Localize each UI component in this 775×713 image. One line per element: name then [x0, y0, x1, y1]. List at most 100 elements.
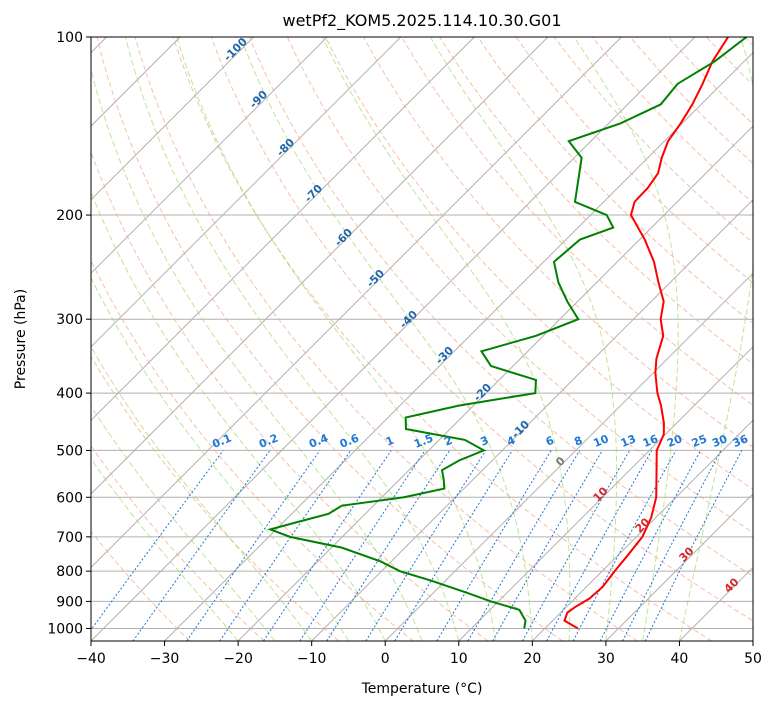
x-tick-label: 0 [381, 651, 390, 667]
mixing-ratio-line [546, 450, 653, 641]
isotherm-gridline [91, 37, 549, 495]
mixing-ratio-line [132, 450, 271, 641]
x-tick-label: 50 [744, 651, 762, 667]
moist-adiabat [240, 37, 533, 641]
moist-adiabat [91, 276, 349, 641]
dry-adiabat [325, 37, 753, 490]
dry-adiabat [96, 37, 563, 641]
dry-adiabat [515, 37, 753, 284]
mixing-ratio-label: 36 [731, 432, 750, 450]
mixing-ratio-label: 16 [641, 432, 660, 450]
y-tick-label: 600 [56, 490, 83, 506]
mixing-ratio-line [436, 450, 552, 641]
plot-area [91, 37, 753, 641]
dry-adiabat [591, 37, 753, 204]
mixing-ratio-label: 13 [619, 432, 638, 450]
y-tick-label: 900 [56, 594, 83, 610]
moist-adiabat [322, 37, 571, 641]
y-tick-label: 300 [56, 312, 83, 328]
mixing-ratio-label: 10 [592, 432, 611, 450]
mixing-ratio-label: 20 [665, 432, 684, 450]
dry-adiabat [286, 37, 753, 534]
dewpoint-profile-line [267, 37, 748, 629]
x-tick-label: 20 [523, 651, 541, 667]
isotherm-gridline [458, 346, 753, 641]
moist-adiabat [91, 405, 276, 641]
isotherm-gridline [237, 125, 753, 641]
dry-adiabat [744, 37, 753, 47]
moist-adiabat [573, 37, 679, 641]
x-tick-label: −10 [297, 651, 327, 667]
dry-adiabat-label: -80 [274, 136, 297, 159]
isotherm-gridline [531, 419, 753, 641]
dry-adiabat [439, 37, 753, 365]
mixing-ratio-line [467, 450, 581, 641]
moist-adiabat [176, 37, 497, 641]
mixing-ratio-label: 0.4 [307, 431, 330, 450]
dry-adiabat [401, 37, 753, 406]
dry-adiabat-label: 10 [591, 484, 611, 504]
y-tick-label: 700 [56, 530, 83, 546]
dry-adiabat [91, 150, 489, 641]
x-tick-label: 40 [671, 651, 689, 667]
moist-adiabat [91, 458, 239, 641]
dry-adiabat-label: -30 [433, 344, 456, 367]
dry-adiabat-label: -60 [332, 226, 355, 249]
mixing-ratio-label: 30 [710, 432, 729, 450]
plot-frame [90, 36, 754, 642]
dry-adiabat-label: 30 [677, 544, 697, 564]
dry-adiabat [210, 37, 753, 622]
mixing-ratio-label: 1 [384, 434, 396, 449]
dry-adiabat-label: -70 [302, 182, 325, 205]
dry-adiabat-label: 0 [553, 454, 568, 469]
moist-adiabat [429, 37, 618, 641]
dry-adiabat [134, 37, 638, 641]
x-axis-label: Temperature (°C) [361, 681, 483, 697]
x-tick-label: 10 [450, 651, 468, 667]
mixing-ratio-label: 0.1 [210, 431, 233, 450]
mixing-ratio-line [91, 450, 224, 631]
moist-adiabat [678, 37, 753, 641]
mixing-ratio-line [263, 450, 392, 641]
moist-adiabat [91, 345, 313, 641]
dry-adiabat-label: -50 [364, 267, 387, 290]
dry-adiabat [706, 37, 753, 86]
moist-adiabat [124, 37, 460, 641]
dry-adiabat-label: 20 [633, 515, 653, 535]
dry-adiabat [248, 37, 753, 577]
temperature-profile-line [563, 37, 729, 630]
isotherm-gridline [164, 51, 753, 641]
dry-adiabat [172, 37, 713, 641]
isotherm-gridline [91, 37, 402, 348]
isotherm-gridline [311, 198, 753, 641]
dry-adiabat [91, 530, 191, 641]
mixing-ratio-label: 3 [479, 434, 491, 449]
dry-adiabat [91, 355, 340, 641]
y-tick-label: 500 [56, 443, 83, 459]
isotherm-gridline [605, 493, 753, 641]
dry-adiabat-label: 40 [722, 575, 742, 595]
mixing-ratio-label: 8 [572, 434, 584, 449]
y-tick-label: 1000 [47, 621, 83, 637]
isotherm-gridline [91, 37, 622, 569]
mixing-ratio-label: 2 [442, 434, 454, 449]
dry-adiabat [477, 37, 753, 324]
mixing-ratio-line [572, 450, 677, 641]
mixing-ratio-line [644, 450, 743, 641]
moist-adiabat [91, 190, 386, 641]
y-axis-label: Pressure (hPa) [13, 289, 29, 389]
x-tick-label: −20 [223, 651, 253, 667]
x-tick-label: 30 [597, 651, 615, 667]
y-tick-label: 200 [56, 208, 83, 224]
dry-adiabat [91, 444, 265, 641]
isotherm-gridline [91, 37, 255, 201]
mixing-ratio-line [365, 450, 487, 641]
isotherm-gridline [91, 37, 696, 641]
isotherm-gridline [679, 566, 753, 641]
y-tick-label: 800 [56, 564, 83, 580]
mixing-ratio-label: 25 [690, 432, 709, 450]
moist-adiabat [91, 67, 423, 641]
y-tick-label: 400 [56, 386, 83, 402]
